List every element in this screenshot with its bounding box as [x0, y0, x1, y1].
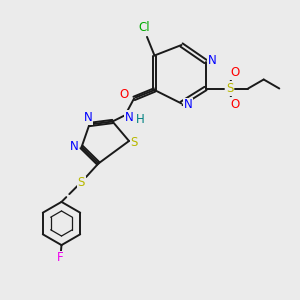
Text: F: F — [57, 251, 64, 264]
Text: S: S — [131, 136, 138, 149]
Text: Cl: Cl — [139, 21, 150, 34]
Text: N: N — [125, 111, 134, 124]
Text: N: N — [184, 98, 193, 112]
Text: O: O — [230, 98, 239, 111]
Text: N: N — [70, 140, 79, 153]
Text: H: H — [135, 113, 144, 126]
Text: N: N — [83, 111, 92, 124]
Text: N: N — [208, 53, 217, 67]
Text: O: O — [119, 88, 128, 101]
Text: S: S — [226, 82, 233, 95]
Text: S: S — [78, 176, 85, 190]
Text: O: O — [230, 66, 239, 79]
